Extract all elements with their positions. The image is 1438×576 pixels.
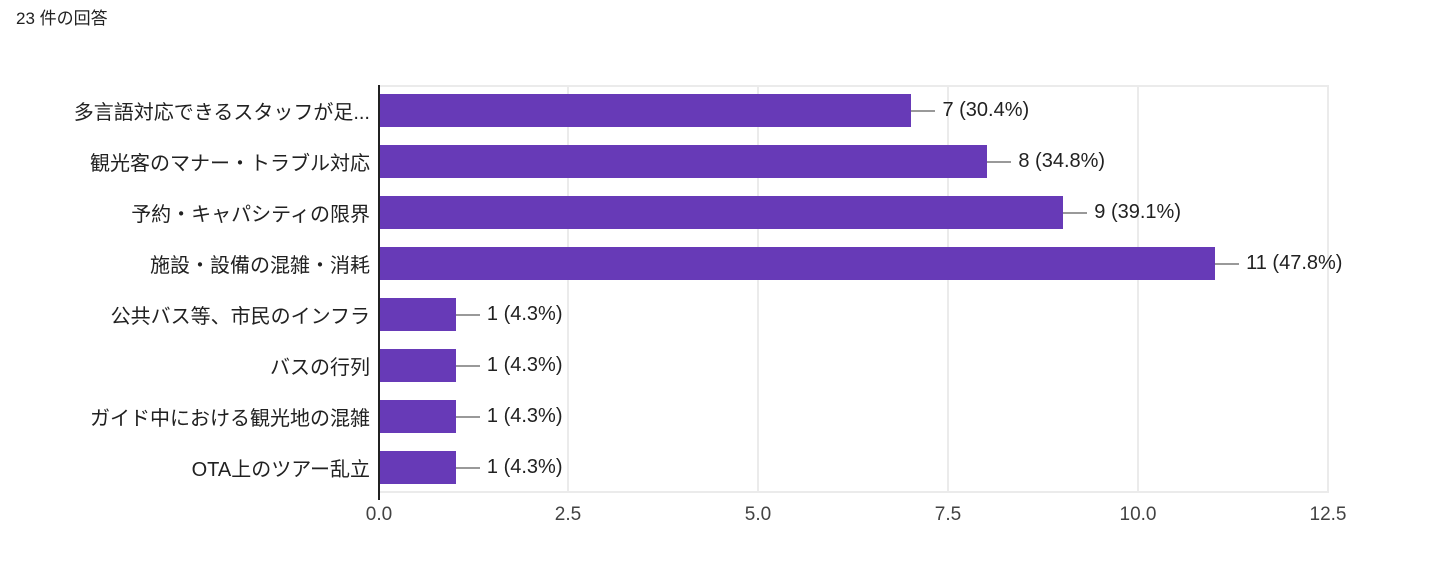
x-tick-label: 0.0 <box>365 504 393 525</box>
value-label: 8 (34.8%) <box>1018 150 1106 172</box>
bar-segment <box>380 349 456 382</box>
leader-line <box>1215 262 1240 265</box>
value-label: 11 (47.8%) <box>1246 252 1343 274</box>
x-tick-label: 10.0 <box>1119 504 1157 525</box>
gridline-7-5 <box>947 87 949 491</box>
value-label: 1 (4.3%) <box>486 405 563 427</box>
bar-track: 1 (4.3%) <box>380 391 1329 442</box>
bar-segment <box>380 145 988 178</box>
bar-track: 1 (4.3%) <box>380 340 1329 391</box>
leader-line <box>455 313 480 316</box>
bar-row: 多言語対応できるスタッフが足... 7 (30.4%) <box>0 85 1438 136</box>
bar-row: 観光客のマナー・トラブル対応 8 (34.8%) <box>0 136 1438 187</box>
category-label: 予約・キャパシティの限界 <box>131 204 370 226</box>
bar-row: 公共バス等、市民のインフラ 1 (4.3%) <box>0 289 1438 340</box>
bar-segment <box>380 196 1064 229</box>
value-label: 9 (39.1%) <box>1094 201 1181 223</box>
category-label: 多言語対応できるスタッフが足... <box>73 102 370 124</box>
bar-track: 11 (47.8%) <box>380 238 1342 289</box>
category-label: OTA上のツアー乱立 <box>191 459 370 481</box>
bar-row: 予約・キャパシティの限界 9 (39.1%) <box>0 187 1438 238</box>
bar-track: 7 (30.4%) <box>380 85 1329 136</box>
leader-line <box>1063 211 1088 214</box>
gridline-5-0 <box>757 87 759 491</box>
bar-rows: 多言語対応できるスタッフが足... 7 (30.4%) 観光客のマナー・トラブル… <box>0 85 1438 493</box>
bar-track: 1 (4.3%) <box>380 289 1329 340</box>
x-axis: 0.0 2.5 5.0 7.5 10.0 12.5 <box>366 504 1347 530</box>
leader-line <box>455 415 480 418</box>
bar-segment <box>380 298 456 331</box>
value-label: 7 (30.4%) <box>942 99 1030 121</box>
value-label: 1 (4.3%) <box>486 456 563 478</box>
gridline-10-0 <box>1137 87 1139 491</box>
category-label: ガイド中における観光地の混雑 <box>90 408 370 430</box>
bar-track: 8 (34.8%) <box>380 136 1329 187</box>
y-axis-line <box>378 85 380 493</box>
gridline-12-5 <box>1327 87 1329 491</box>
category-label: 公共バス等、市民のインフラ <box>110 306 370 328</box>
response-count-title: 23 件の回答 <box>16 9 108 28</box>
category-label: 観光客のマナー・トラブル対応 <box>90 153 370 175</box>
bar-segment <box>380 451 456 484</box>
category-label: バスの行列 <box>270 357 370 379</box>
x-tick-label: 12.5 <box>1309 504 1347 525</box>
bar-row: 施設・設備の混雑・消耗 11 (47.8%) <box>0 238 1438 289</box>
bar-row: バスの行列 1 (4.3%) <box>0 340 1438 391</box>
leader-line <box>455 466 480 469</box>
gridline-2-5 <box>567 87 569 491</box>
bar-chart: 多言語対応できるスタッフが足... 7 (30.4%) 観光客のマナー・トラブル… <box>0 85 1438 525</box>
bar-segment <box>380 94 912 127</box>
value-label: 1 (4.3%) <box>486 354 563 376</box>
zero-tick-mark <box>378 493 380 500</box>
bar-track: 9 (39.1%) <box>380 187 1329 238</box>
x-tick-label: 2.5 <box>554 504 582 525</box>
bar-row: ガイド中における観光地の混雑 1 (4.3%) <box>0 391 1438 442</box>
leader-line <box>455 364 480 367</box>
bar-segment <box>380 400 456 433</box>
bar-segment <box>380 247 1216 280</box>
leader-line <box>987 160 1012 163</box>
plot-area <box>378 85 1329 493</box>
category-label: 施設・設備の混雑・消耗 <box>150 255 370 277</box>
bar-row: OTA上のツアー乱立 1 (4.3%) <box>0 442 1438 493</box>
value-label: 1 (4.3%) <box>486 303 563 325</box>
x-tick-label: 7.5 <box>934 504 962 525</box>
leader-line <box>911 109 936 112</box>
bar-track: 1 (4.3%) <box>380 442 1329 493</box>
x-tick-label: 5.0 <box>744 504 772 525</box>
